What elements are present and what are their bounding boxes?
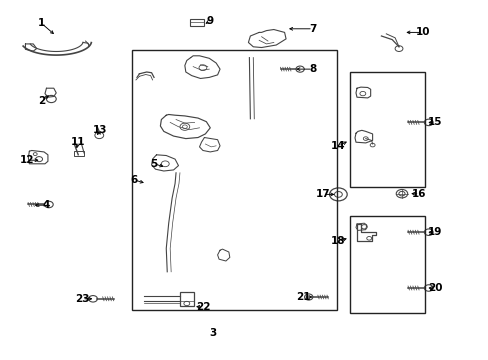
Text: 10: 10: [415, 27, 429, 37]
Bar: [180, 292, 193, 306]
Text: 12: 12: [20, 155, 34, 165]
Text: 20: 20: [427, 283, 442, 293]
Text: 15: 15: [427, 117, 442, 127]
Text: 18: 18: [330, 236, 345, 246]
Bar: [189, 19, 204, 26]
Text: 11: 11: [71, 137, 85, 147]
Bar: [74, 151, 84, 156]
Text: 8: 8: [309, 64, 316, 74]
Text: 14: 14: [330, 141, 345, 151]
Text: 17: 17: [315, 189, 329, 199]
Text: 16: 16: [411, 189, 426, 199]
Text: 22: 22: [195, 302, 210, 312]
Text: 7: 7: [308, 24, 316, 34]
Bar: [349, 216, 425, 313]
Text: 23: 23: [75, 294, 89, 304]
Text: 6: 6: [131, 175, 138, 185]
Bar: [132, 50, 337, 310]
Text: 1: 1: [38, 18, 45, 28]
Text: 19: 19: [427, 227, 442, 237]
Text: 13: 13: [93, 125, 107, 135]
Text: 21: 21: [295, 292, 310, 302]
Text: 9: 9: [206, 16, 213, 26]
Text: 2: 2: [38, 96, 45, 106]
Text: 3: 3: [209, 328, 216, 338]
Text: 4: 4: [42, 200, 50, 210]
Bar: [349, 72, 425, 187]
Text: 5: 5: [150, 159, 157, 169]
